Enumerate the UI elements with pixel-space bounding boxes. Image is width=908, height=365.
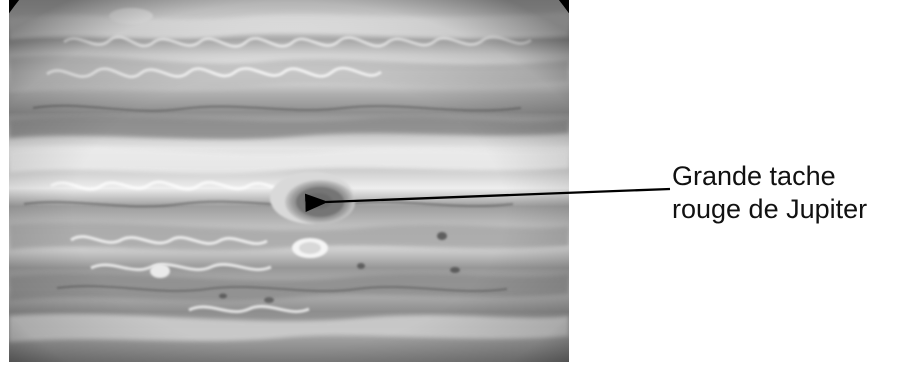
annotation-label: Grande tache rouge de Jupiter <box>672 160 867 226</box>
annotation-label-line-1: Grande tache <box>672 161 836 191</box>
jupiter-photo <box>9 0 569 362</box>
annotation-arrow <box>304 187 671 212</box>
jupiter-planet-illustration <box>9 0 569 362</box>
annotation-label-line-2: rouge de Jupiter <box>672 194 868 224</box>
